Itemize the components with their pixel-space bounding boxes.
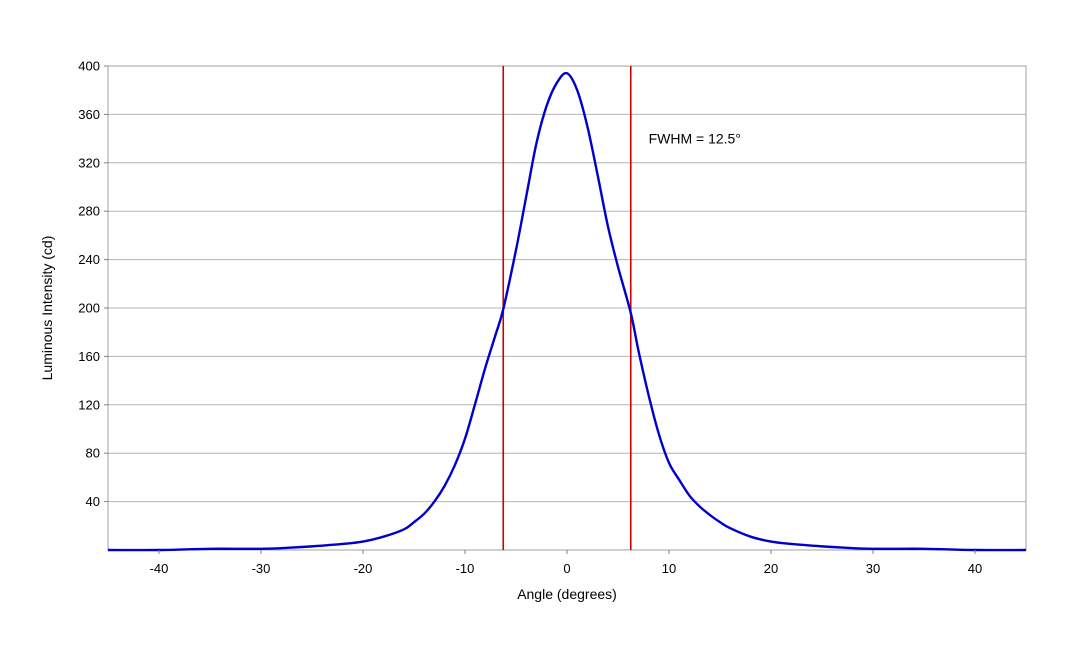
x-tick-label: -10 [456,561,475,576]
x-tick-label: 0 [563,561,570,576]
x-tick-label: -40 [150,561,169,576]
y-tick-label: 240 [78,252,100,267]
x-tick-label: -30 [252,561,271,576]
y-tick-label: 400 [78,59,100,74]
x-tick-label: -20 [354,561,373,576]
x-axis-ticks: -40 -30 -20 -10 0 10 20 30 40 [150,550,982,576]
x-tick-label: 30 [866,561,880,576]
y-axis-label: Luminous Intensity (cd) [39,236,55,381]
annotations: FWHM = 12.5° [649,131,741,147]
y-tick-label: 280 [78,204,100,219]
x-tick-label: 20 [764,561,778,576]
y-tick-label: 360 [78,107,100,122]
x-tick-label: 40 [968,561,982,576]
y-tick-label: 320 [78,155,100,170]
series-line [107,71,1027,552]
y-axis-ticks: 40 80 120 160 200 240 280 320 360 400 [78,59,108,509]
x-tick-label: 10 [662,561,676,576]
y-tick-label: 200 [78,301,100,316]
y-tick-label: 120 [78,397,100,412]
grid-lines [108,65,1026,503]
x-axis-label: Angle (degrees) [517,586,617,602]
y-tick-label: 160 [78,349,100,364]
series-group [107,71,1027,552]
y-tick-label: 40 [86,494,100,509]
fwhm-annotation: FWHM = 12.5° [649,131,741,147]
y-tick-label: 80 [86,446,100,461]
